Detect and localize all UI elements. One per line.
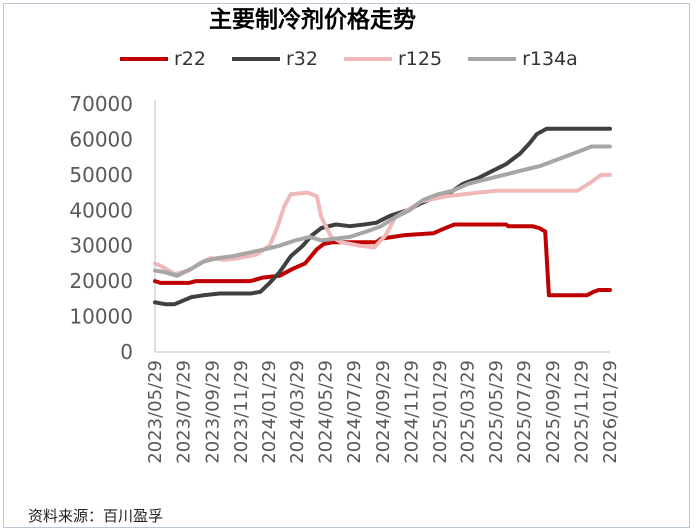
chart-title: 主要制冷剂价格走势: [209, 6, 416, 33]
x-tick-label: 2024/09/29: [373, 360, 394, 464]
legend-swatch: [120, 57, 168, 61]
x-tick-label: 2024/01/29: [259, 360, 280, 464]
y-tick-label: 30000: [69, 234, 133, 258]
y-tick-label: 0: [120, 340, 133, 364]
x-tick-label: 2023/09/29: [202, 360, 223, 464]
x-tick-label: 2025/09/29: [543, 360, 564, 464]
x-tick-label: 2024/05/29: [316, 360, 337, 464]
y-tick-label: 70000: [69, 92, 133, 116]
x-tick-label: 2024/03/29: [287, 360, 308, 464]
x-tick-label: 2023/05/29: [145, 360, 166, 464]
legend-label: r134a: [522, 48, 578, 70]
legend-swatch: [344, 57, 392, 61]
chart-legend: r22 r32 r125 r134a: [120, 46, 604, 72]
x-tick-label: 2025/05/29: [486, 360, 507, 464]
y-tick-label: 40000: [69, 198, 133, 222]
legend-item-r32: r32: [232, 48, 318, 70]
y-tick-label: 20000: [69, 269, 133, 293]
legend-label: r32: [286, 48, 318, 70]
legend-item-r22: r22: [120, 48, 206, 70]
x-tick-label: 2023/07/29: [173, 360, 194, 464]
x-tick-label: 2024/11/29: [401, 360, 422, 464]
legend-label: r22: [174, 48, 206, 70]
series-line-r134a: [153, 144, 612, 278]
y-tick-label: 60000: [69, 127, 133, 151]
x-tick-label: 2024/07/29: [344, 360, 365, 464]
x-tick-label: 2025/07/29: [514, 360, 535, 464]
series-line-r32: [153, 126, 612, 307]
source-note: 资料来源：百川盈孚: [28, 507, 164, 525]
x-tick-label: 2025/11/29: [572, 360, 593, 464]
series-line-r22: [153, 222, 612, 298]
legend-swatch: [468, 57, 517, 61]
chart-frame: [3, 3, 690, 528]
x-tick-label: 2025/01/29: [430, 360, 451, 464]
legend-label: r125: [398, 48, 443, 70]
x-tick-label: 2026/01/29: [600, 360, 621, 464]
y-tick-label: 10000: [69, 305, 133, 329]
legend-item-r125: r125: [344, 48, 442, 70]
y-tick-label: 50000: [69, 163, 133, 187]
legend-item-r134a: r134a: [468, 48, 578, 70]
x-tick-label: 2025/03/29: [457, 360, 478, 464]
x-tick-label: 2023/11/29: [231, 360, 252, 464]
legend-swatch: [232, 57, 280, 61]
